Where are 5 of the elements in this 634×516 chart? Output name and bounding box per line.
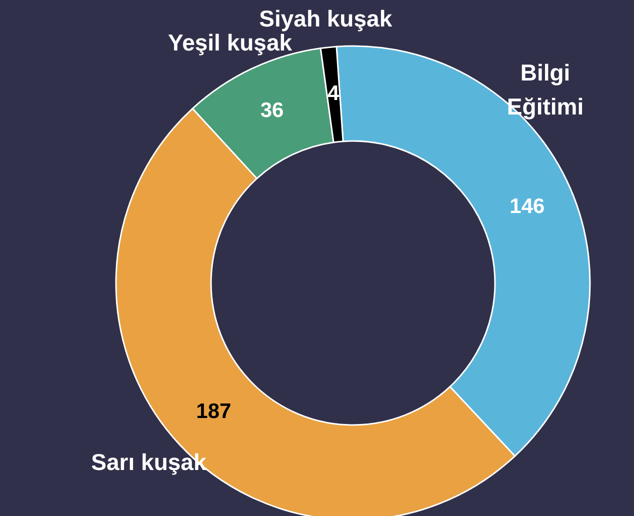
data-label: 146 [510,195,545,218]
data-label: 4 [328,82,340,106]
data-label: 36 [260,99,284,122]
data-label: 187 [196,400,232,424]
slice-label: Siyah kuşak [259,5,392,32]
